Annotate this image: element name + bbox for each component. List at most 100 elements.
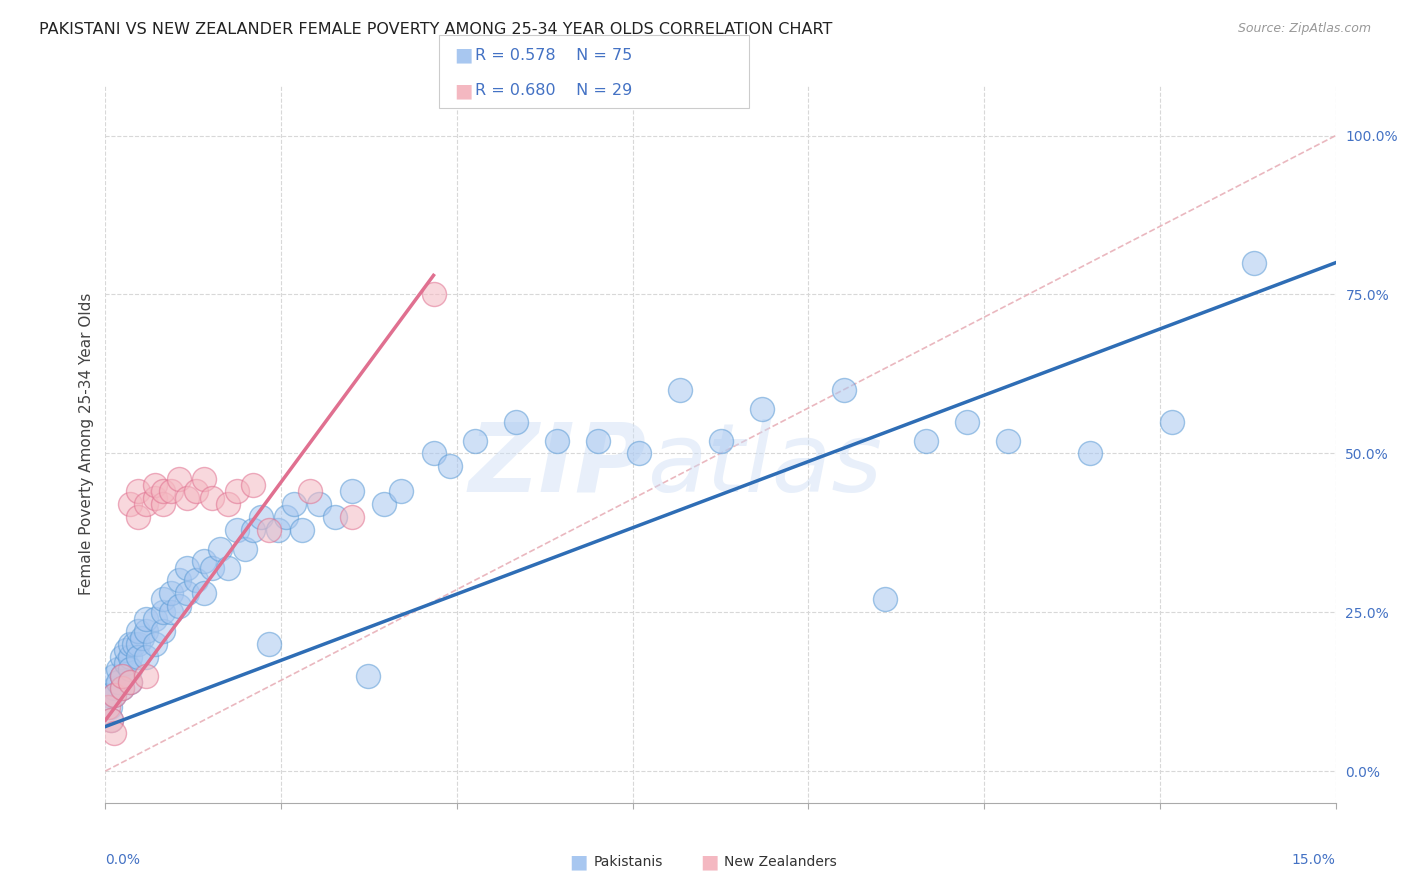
Point	[389, 484, 412, 499]
Point	[122, 637, 145, 651]
Text: Pakistanis: Pakistanis	[593, 855, 662, 869]
Point	[111, 669, 134, 683]
Point	[120, 497, 141, 511]
Point	[135, 649, 157, 664]
Point	[100, 713, 122, 727]
Point	[357, 669, 380, 683]
Point	[135, 669, 157, 683]
Point	[250, 509, 273, 524]
Point	[1160, 415, 1182, 429]
Point	[115, 656, 138, 670]
Point	[225, 523, 247, 537]
Point	[135, 611, 157, 625]
Point	[873, 592, 896, 607]
Text: atlas: atlas	[647, 419, 882, 512]
Point	[127, 624, 149, 639]
Point	[143, 637, 166, 651]
Point	[120, 675, 141, 690]
Point	[209, 541, 232, 556]
Point	[120, 637, 141, 651]
Point	[218, 497, 240, 511]
Text: PAKISTANI VS NEW ZEALANDER FEMALE POVERTY AMONG 25-34 YEAR OLDS CORRELATION CHAR: PAKISTANI VS NEW ZEALANDER FEMALE POVERT…	[39, 22, 832, 37]
Point	[439, 458, 461, 473]
Point	[1243, 255, 1265, 269]
Point	[103, 669, 125, 683]
Point	[201, 491, 224, 505]
Point	[340, 509, 363, 524]
Point	[176, 491, 198, 505]
Point	[120, 662, 141, 676]
Text: ■: ■	[454, 81, 472, 101]
Point	[111, 681, 134, 696]
Point	[103, 688, 125, 702]
Point	[299, 484, 322, 499]
Point	[152, 484, 174, 499]
Point	[176, 586, 198, 600]
Point	[143, 478, 166, 492]
Point	[131, 631, 153, 645]
Text: ■: ■	[454, 45, 472, 65]
Point	[225, 484, 247, 499]
Point	[308, 497, 330, 511]
Point	[710, 434, 733, 448]
Point	[111, 649, 134, 664]
Point	[98, 700, 121, 714]
Point	[184, 574, 207, 588]
Point	[127, 484, 149, 499]
Point	[111, 681, 134, 696]
Text: ■: ■	[569, 852, 588, 871]
Point	[160, 586, 183, 600]
Point	[120, 675, 141, 690]
Point	[340, 484, 363, 499]
Point	[422, 446, 444, 460]
Point	[120, 649, 141, 664]
Point	[152, 497, 174, 511]
Point	[1078, 446, 1101, 460]
Point	[152, 592, 174, 607]
Point	[751, 401, 773, 416]
Point	[107, 662, 129, 676]
Point	[233, 541, 256, 556]
Point	[103, 681, 125, 696]
Point	[997, 434, 1019, 448]
Point	[193, 472, 215, 486]
Point	[274, 509, 297, 524]
Point	[97, 688, 120, 702]
Point	[143, 491, 166, 505]
Y-axis label: Female Poverty Among 25-34 Year Olds: Female Poverty Among 25-34 Year Olds	[79, 293, 94, 595]
Point	[135, 497, 157, 511]
Point	[100, 713, 122, 727]
Point	[127, 637, 149, 651]
Text: New Zealanders: New Zealanders	[724, 855, 837, 869]
Point	[267, 523, 290, 537]
Point	[464, 434, 486, 448]
Point	[323, 509, 346, 524]
Point	[914, 434, 936, 448]
Text: ZIP: ZIP	[468, 419, 647, 512]
Point	[97, 700, 120, 714]
Point	[291, 523, 314, 537]
Point	[169, 574, 191, 588]
Point	[586, 434, 609, 448]
Point	[218, 560, 240, 574]
Point	[283, 497, 305, 511]
Point	[201, 560, 224, 574]
Point	[169, 472, 191, 486]
Text: 0.0%: 0.0%	[105, 853, 141, 867]
Point	[184, 484, 207, 499]
Text: ■: ■	[700, 852, 718, 871]
Point	[242, 478, 264, 492]
Point	[193, 554, 215, 568]
Point	[956, 415, 979, 429]
Point	[169, 599, 191, 613]
Text: Source: ZipAtlas.com: Source: ZipAtlas.com	[1237, 22, 1371, 36]
Point	[160, 484, 183, 499]
Point	[505, 415, 527, 429]
Point	[127, 509, 149, 524]
Text: 15.0%: 15.0%	[1292, 853, 1336, 867]
Point	[143, 611, 166, 625]
Point	[152, 624, 174, 639]
Point	[115, 643, 138, 657]
Point	[103, 688, 125, 702]
Point	[103, 726, 125, 740]
